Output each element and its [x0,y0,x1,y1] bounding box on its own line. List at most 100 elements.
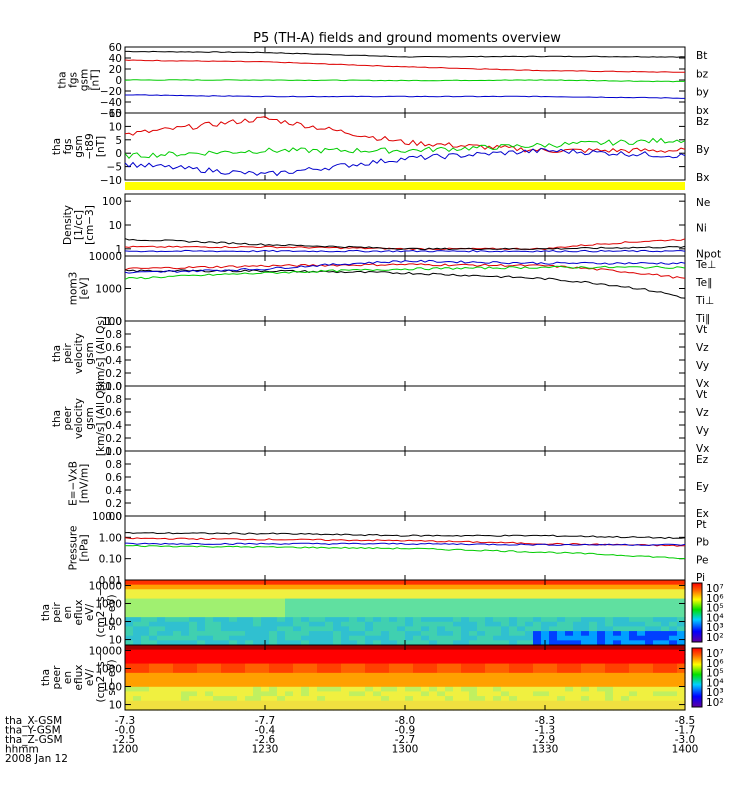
heatmap-cell [317,658,326,665]
heatmap-cell [149,631,158,637]
heatmap-cell [573,635,582,641]
heatmap-cell [669,677,678,683]
heatmap-cell [653,705,662,711]
heatmap-cell [181,621,190,628]
heatmap-cell [597,593,606,600]
heatmap-cell [205,672,214,679]
legend-entry: by [696,87,709,99]
y-tick-label: 0.6 [105,472,122,484]
heatmap-cell [197,700,206,706]
heatmap-cell [557,580,566,586]
heatmap-cell [181,658,190,665]
legend-entry: Ni [696,223,707,235]
heatmap-cell [597,663,606,669]
time-axis-row-label: tha_Y-GSM [5,725,61,737]
heatmap-cell [261,617,270,623]
heatmap-cell [669,593,678,600]
heatmap-cell [141,682,150,688]
heatmap-cell [333,612,342,618]
heatmap-cell [453,612,462,618]
heatmap-cell [637,621,646,628]
date-label: 2008 Jan 12 [5,753,68,765]
heatmap-cell [565,626,574,632]
heatmap-cell [245,612,254,618]
heatmap-cell [381,607,390,614]
heatmap-cell [269,603,278,609]
heatmap-cell [261,584,270,590]
heatmap-cell [293,612,302,618]
heatmap-cell [157,631,166,637]
heatmap-cell [365,705,374,711]
heatmap-cell [597,649,606,655]
heatmap-cell [269,598,278,604]
heatmap-cell [157,654,166,660]
heatmap-cell [133,631,142,637]
heatmap-cell [141,603,150,609]
heatmap-cell [317,631,326,637]
heatmap-cell [181,584,190,590]
colorbar-label: 10⁶ [706,593,724,605]
heatmap-cell [261,607,270,614]
heatmap-cell [429,677,438,683]
heatmap-cell [477,658,486,665]
heatmap-cell [317,584,326,590]
heatmap-cell [645,691,654,697]
y-tick-label: 10000 [89,251,122,263]
heatmap-cell [317,640,326,646]
heatmap-cell [157,580,166,586]
heatmap-cell [421,640,430,646]
heatmap-cell [221,589,230,595]
heatmap-cell [285,691,294,697]
heatmap-cell [197,654,206,660]
heatmap-cell [173,691,182,697]
heatmap-cell [549,593,558,600]
heatmap-cell [677,603,686,609]
heatmap-cell [301,677,310,683]
heatmap-cell [341,663,350,669]
heatmap-cell [557,617,566,623]
heatmap-cell [205,635,214,641]
heatmap-cell [549,598,558,604]
heatmap-cell [141,617,150,623]
time-axis-value: 1400 [672,744,699,756]
heatmap-cell [157,607,166,614]
heatmap-cell [261,700,270,706]
heatmap-cell [581,584,590,590]
heatmap-cell [469,654,478,660]
heatmap-cell [669,607,678,614]
heatmap-cell [477,686,486,693]
heatmap-cell [645,668,654,674]
heatmap-cell [221,593,230,600]
heatmap-cell [453,668,462,674]
heatmap-cell [437,603,446,609]
colorbar [692,648,702,707]
heatmap-cell [677,663,686,669]
heatmap-cell [581,668,590,674]
heatmap-cell [477,617,486,623]
heatmap-cell [245,635,254,641]
heatmap-cell [221,658,230,665]
heatmap-cell [373,621,382,628]
heatmap-cell [141,612,150,618]
heatmap-cell [293,626,302,632]
heatmap-cell [189,621,198,628]
heatmap-cell [341,612,350,618]
heatmap-cell [573,626,582,632]
heatmap-cell [581,654,590,660]
heatmap-cell [429,672,438,679]
heatmap-cell [213,593,222,600]
heatmap-cell [149,621,158,628]
heatmap-cell [653,677,662,683]
heatmap-cell [653,593,662,600]
heatmap-cell [565,649,574,655]
heatmap-cell [669,696,678,702]
heatmap-cell [493,593,502,600]
heatmap-cell [133,658,142,665]
heatmap-cell [157,705,166,711]
heatmap-cell [309,668,318,674]
heatmap-cell [317,621,326,628]
heatmap-cell [493,700,502,706]
heatmap-cell [389,649,398,655]
heatmap-cell [197,640,206,646]
heatmap-cell [373,617,382,623]
